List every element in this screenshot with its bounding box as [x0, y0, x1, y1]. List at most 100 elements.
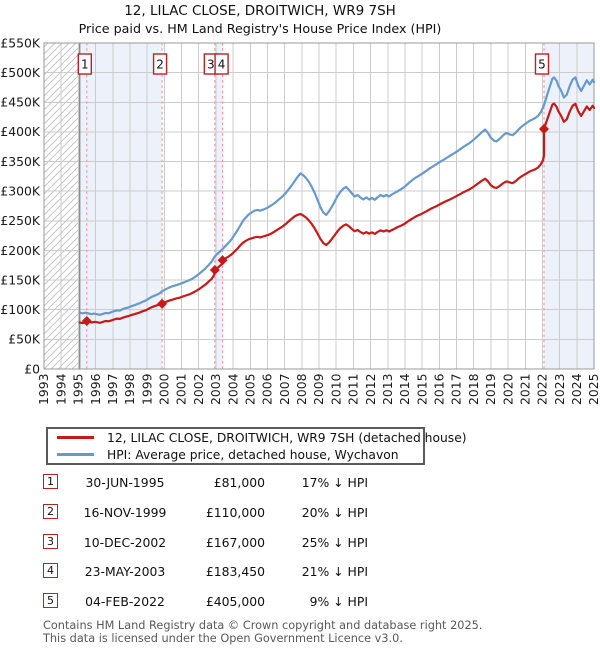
- svg-text:2009: 2009: [311, 373, 326, 405]
- page-title: 12, LILAC CLOSE, DROITWICH, WR9 7SH: [124, 3, 396, 19]
- page-subtitle: Price paid vs. HM Land Registry's House …: [78, 21, 442, 36]
- svg-text:1993: 1993: [36, 374, 51, 406]
- table-row: 3 10-DEC-2002 £167,000 25% ↓ HPI: [0, 534, 600, 552]
- svg-text:£250K: £250K: [0, 213, 41, 228]
- legend-row-property: 12, LILAC CLOSE, DROITWICH, WR9 7SH (det…: [48, 429, 467, 446]
- svg-text:2006: 2006: [260, 373, 275, 405]
- sale-price: £81,000: [213, 475, 265, 490]
- price-history-chart: 1 2 3 4 5 £0 £50K £100K £150K £200K £250K £300K £350…: [0, 35, 600, 405]
- svg-text:1996: 1996: [88, 373, 103, 405]
- svg-text:2025: 2025: [586, 374, 600, 406]
- svg-text:2: 2: [156, 58, 164, 72]
- svg-text:2020: 2020: [500, 373, 515, 405]
- table-row: 4 23-MAY-2003 £183,450 21% ↓ HPI: [0, 563, 600, 581]
- footer-line1: Contains HM Land Registry data © Crown c…: [43, 619, 483, 632]
- sale-hpi-delta: 17% ↓ HPI: [301, 475, 368, 490]
- sale-markers: [81, 123, 549, 326]
- svg-text:2015: 2015: [414, 374, 429, 406]
- sale-date: 23-MAY-2003: [84, 564, 166, 579]
- svg-text:2010: 2010: [328, 373, 343, 405]
- svg-text:1995: 1995: [71, 374, 86, 406]
- sale-number-badge: 2: [43, 504, 58, 519]
- hpi-line: [78, 76, 596, 316]
- legend-hpi-label: HPI: Average price, detached house, Wych…: [107, 447, 399, 462]
- svg-text:3: 3: [207, 58, 215, 72]
- sale-number-badge: 5: [43, 593, 58, 608]
- sale-date: 30-JUN-1995: [85, 475, 165, 490]
- svg-text:1: 1: [81, 58, 89, 72]
- sale-date: 04-FEB-2022: [85, 594, 165, 609]
- no-data-hatch: [44, 43, 80, 369]
- sale-price: £405,000: [205, 594, 265, 609]
- sale-hpi-delta: 20% ↓ HPI: [301, 505, 368, 520]
- table-row: 2 16-NOV-1999 £110,000 20% ↓ HPI: [0, 504, 600, 522]
- svg-text:2004: 2004: [225, 373, 240, 405]
- sale-hpi-delta: 21% ↓ HPI: [301, 564, 368, 579]
- svg-text:1999: 1999: [139, 373, 154, 405]
- property-line-swatch: [57, 436, 94, 439]
- svg-text:2003: 2003: [208, 374, 223, 406]
- footer-line2: This data is licensed under the Open Gov…: [43, 632, 403, 646]
- svg-text:£450K: £450K: [0, 95, 41, 110]
- svg-text:2014: 2014: [397, 373, 412, 405]
- sale-number-badge: 1: [43, 474, 58, 489]
- sale-date: 16-NOV-1999: [83, 505, 167, 520]
- legend-property-label: 12, LILAC CLOSE, DROITWICH, WR9 7SH (det…: [107, 430, 467, 445]
- sale-price: £183,450: [205, 564, 265, 579]
- svg-text:2005: 2005: [242, 374, 257, 406]
- sale-price: £110,000: [205, 505, 265, 520]
- gridlines: [43, 42, 595, 370]
- svg-text:4: 4: [218, 58, 226, 72]
- svg-text:2016: 2016: [432, 373, 447, 405]
- y-axis-labels: £0 £50K £100K £150K £200K £250K £300K £350K £400…: [0, 35, 41, 376]
- table-row: 1 30-JUN-1995 £81,000 17% ↓ HPI: [0, 474, 600, 492]
- table-row: 5 04-FEB-2022 £405,000 9% ↓ HPI: [0, 593, 600, 611]
- sale-price: £167,000: [205, 535, 265, 550]
- svg-text:£350K: £350K: [0, 154, 41, 169]
- license-footer: Contains HM Land Registry data © Crown c…: [43, 619, 482, 645]
- sale-hpi-delta: 25% ↓ HPI: [301, 535, 368, 550]
- svg-text:2008: 2008: [294, 373, 309, 405]
- svg-text:2018: 2018: [466, 373, 481, 405]
- svg-text:1998: 1998: [122, 373, 137, 405]
- svg-text:£550K: £550K: [0, 35, 41, 50]
- svg-text:1994: 1994: [53, 373, 68, 405]
- svg-text:2023: 2023: [552, 374, 567, 406]
- svg-text:2002: 2002: [191, 374, 206, 406]
- svg-text:2019: 2019: [483, 373, 498, 405]
- svg-text:2000: 2000: [157, 373, 172, 405]
- svg-text:2007: 2007: [277, 374, 292, 406]
- svg-text:5: 5: [538, 58, 546, 72]
- svg-text:£300K: £300K: [0, 183, 41, 198]
- sale-number-badge: 4: [43, 563, 58, 578]
- svg-text:1997: 1997: [105, 374, 120, 406]
- svg-text:2017: 2017: [449, 374, 464, 406]
- svg-text:2013: 2013: [380, 374, 395, 406]
- x-axis-labels: 1993 1994 1995 1996 1997 1998 1999 2000 2001 2002…: [36, 373, 600, 405]
- property-line: [78, 102, 596, 325]
- svg-text:2021: 2021: [517, 374, 532, 406]
- sale-date-lines: [86, 43, 545, 369]
- sale-number-badge: 3: [43, 534, 58, 549]
- svg-text:£200K: £200K: [0, 243, 41, 258]
- chart-legend: 12, LILAC CLOSE, DROITWICH, WR9 7SH (det…: [46, 427, 467, 465]
- plot-frame: [43, 42, 595, 370]
- legend-row-hpi: HPI: Average price, detached house, Wych…: [48, 446, 423, 463]
- svg-text:2024: 2024: [569, 373, 584, 405]
- sale-hpi-delta: 9% ↓ HPI: [309, 594, 368, 609]
- svg-text:2001: 2001: [174, 374, 189, 406]
- svg-text:2011: 2011: [346, 374, 361, 406]
- svg-text:£400K: £400K: [0, 124, 41, 139]
- hpi-line-swatch: [57, 453, 94, 456]
- svg-text:2012: 2012: [363, 374, 378, 406]
- svg-text:2022: 2022: [535, 374, 550, 406]
- sale-date: 10-DEC-2002: [83, 535, 167, 550]
- ownership-bands: [79, 43, 594, 369]
- svg-text:£500K: £500K: [0, 65, 41, 80]
- svg-text:£150K: £150K: [0, 272, 41, 287]
- svg-text:£50K: £50K: [8, 332, 41, 347]
- svg-text:£100K: £100K: [0, 302, 41, 317]
- svg-text:£0: £0: [24, 361, 40, 376]
